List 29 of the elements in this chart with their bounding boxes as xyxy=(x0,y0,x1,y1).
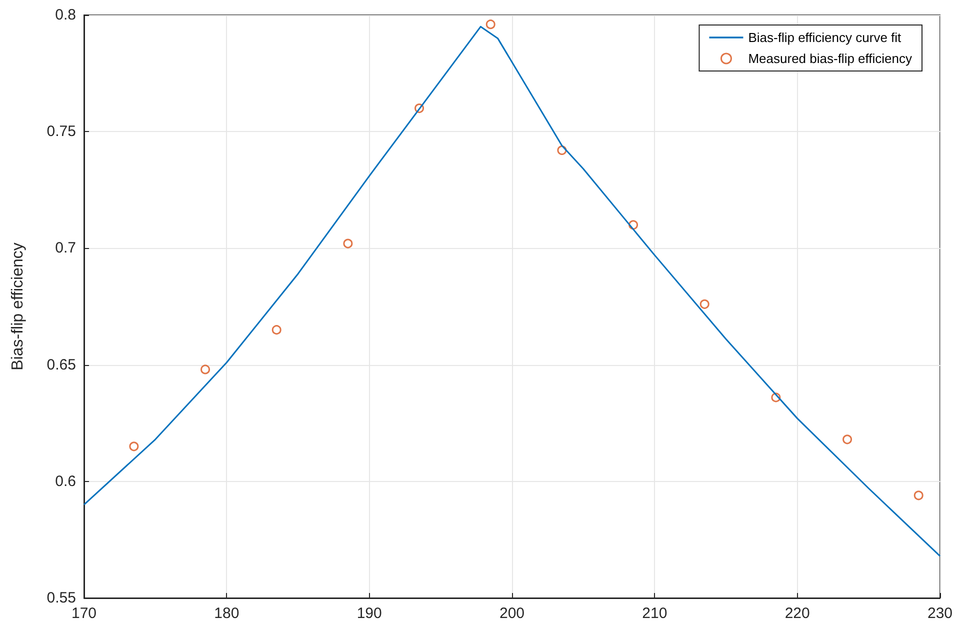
point xyxy=(914,490,924,500)
point xyxy=(486,20,496,30)
point xyxy=(343,238,353,248)
x-tick-label: 200 xyxy=(499,605,525,622)
legend-label: Measured bias-flip efficiency xyxy=(748,51,912,66)
y-tick-label: 0.7 xyxy=(55,240,76,257)
x-tick-label: 170 xyxy=(71,605,97,622)
y-tick-label: 0.55 xyxy=(46,590,76,606)
point xyxy=(842,434,852,444)
point xyxy=(414,104,424,114)
point xyxy=(700,299,710,309)
x-tick-label: 190 xyxy=(356,605,382,622)
y-axis-title: Bias-flip efficiency xyxy=(10,242,26,370)
line-series xyxy=(83,26,941,557)
legend-label: Bias-flip efficiency curve fit xyxy=(748,30,902,45)
point xyxy=(200,364,210,374)
x-tick-label: 220 xyxy=(784,605,810,622)
y-tick-label: 0.8 xyxy=(55,6,76,24)
y-tick-label: 0.75 xyxy=(46,123,76,140)
y-tick-label: 0.6 xyxy=(55,472,76,490)
x-tick-label: 210 xyxy=(642,605,668,622)
point xyxy=(129,442,139,452)
point xyxy=(557,146,567,156)
point xyxy=(628,220,638,230)
x-tick-label: 180 xyxy=(214,605,240,622)
x-tick-label: 230 xyxy=(927,605,953,622)
point xyxy=(272,325,282,335)
point xyxy=(771,392,781,402)
y-tick-label: 0.65 xyxy=(46,356,76,374)
